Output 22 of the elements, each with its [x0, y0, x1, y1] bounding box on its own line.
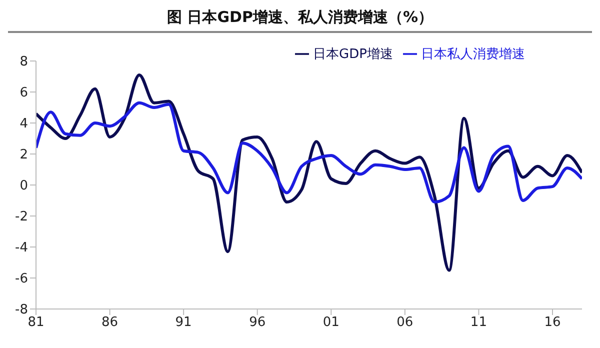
y-tick-label: 8	[20, 54, 28, 70]
y-tick-label: 6	[20, 86, 28, 101]
x-tick-label: 86	[102, 315, 118, 330]
chart-title: 图 日本GDP增速、私人消费增速（%）	[8, 8, 592, 33]
x-tick-label: 11	[470, 315, 487, 330]
x-tick-label: 01	[322, 315, 340, 330]
line-series	[36, 73, 582, 272]
x-tick-label: 81	[28, 315, 44, 330]
x-tick-label: 06	[396, 315, 414, 330]
x-tick-label: 96	[249, 315, 266, 330]
x-tick-label: 91	[175, 315, 192, 330]
legend-label: 日本GDP增速	[313, 47, 393, 62]
line-series	[36, 101, 582, 204]
y-tick-label: -8	[15, 302, 28, 318]
y-tick-label: 2	[20, 148, 28, 163]
x-tick-label: 16	[544, 315, 561, 330]
legend-label: 日本私人消费增速	[420, 47, 525, 62]
y-tick-label: -6	[15, 272, 28, 287]
y-tick-label: -2	[15, 210, 28, 225]
y-tick-label: -4	[15, 240, 28, 256]
y-tick-label: 4	[20, 116, 28, 132]
y-tick-label: 0	[20, 178, 28, 194]
